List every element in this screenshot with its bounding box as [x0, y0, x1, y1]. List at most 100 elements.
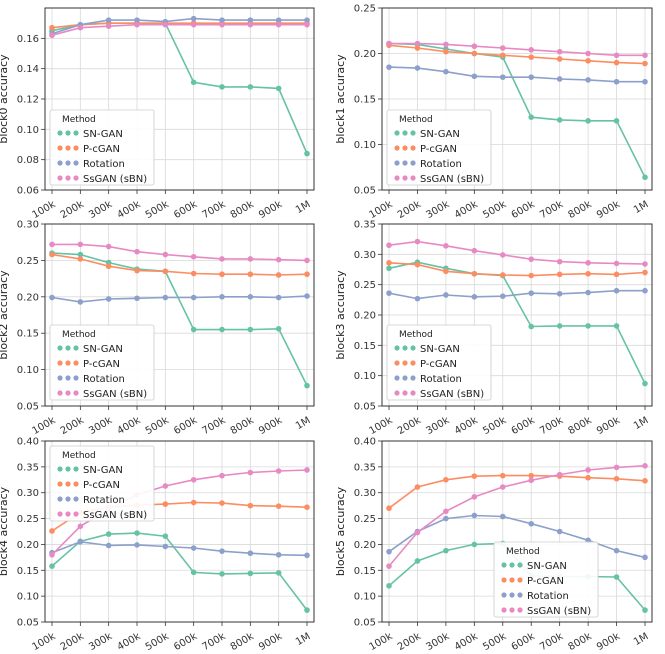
data-point — [613, 78, 620, 85]
data-point — [386, 260, 392, 266]
data-point — [642, 478, 648, 484]
data-point — [105, 542, 112, 549]
y-tick-label: 0.05 — [354, 402, 376, 413]
series-line-0 — [51, 532, 308, 611]
data-point — [134, 267, 140, 274]
data-point — [49, 241, 55, 248]
legend-item-label: P-cGAN — [83, 144, 120, 155]
data-point — [219, 571, 225, 577]
data-point — [528, 47, 535, 53]
plot-frame — [44, 223, 315, 407]
legend: Method SN-GAN P-cGAN Rotation SsGAN (sBN) — [49, 324, 155, 401]
y-tick-label: 0.20 — [17, 292, 39, 303]
y-tick-label: 0.14 — [17, 64, 39, 75]
legend-item-label: SsGAN (sBN) — [83, 389, 147, 400]
y-tick-label: 0.25 — [354, 280, 376, 291]
x-tick-label: 400k — [115, 415, 142, 437]
data-point — [219, 294, 225, 300]
x-tick-label: 800k — [567, 631, 594, 653]
data-point — [304, 607, 310, 613]
legend-box — [49, 445, 155, 522]
legend-marker — [65, 375, 71, 381]
x-tick-label: 800k — [229, 415, 256, 437]
legend-marker — [57, 466, 63, 472]
x-tick-label: 800k — [567, 415, 594, 437]
chart-panel-5: 0.05 0.10 0.15 0.20 0.25 0.30 0.35 0.40 100k 200k… — [334, 437, 653, 653]
legend-marker — [57, 496, 63, 502]
data-point — [247, 469, 254, 476]
legend-marker — [402, 360, 408, 366]
data-point — [471, 247, 478, 254]
plot-frame — [381, 223, 653, 407]
y-tick-label: 0.05 — [17, 402, 39, 413]
x-tick-label: 100k — [367, 199, 394, 221]
x-tick-label: 600k — [172, 199, 199, 221]
data-point — [642, 52, 648, 59]
legend-marker — [517, 577, 523, 583]
data-point — [585, 57, 591, 64]
data-point — [134, 248, 140, 255]
x-tick-label: 100k — [30, 631, 57, 653]
data-point — [613, 323, 620, 329]
data-point — [105, 17, 112, 23]
data-point — [304, 17, 310, 23]
legend-marker — [65, 345, 71, 351]
legend-marker — [57, 375, 63, 381]
legend-marker — [65, 360, 71, 366]
legend-marker — [517, 607, 523, 613]
plot-frame — [381, 440, 653, 623]
legend-marker — [509, 577, 515, 583]
legend-title: Method — [62, 115, 96, 125]
data-point — [556, 323, 563, 329]
data-point — [528, 477, 535, 484]
data-point — [499, 513, 506, 520]
data-point — [105, 263, 112, 270]
data-point — [414, 295, 421, 302]
plot-frame — [381, 7, 653, 191]
data-point — [613, 287, 620, 294]
chart-panel-1: 0.05 0.10 0.15 0.20 0.25 100k 200k 300k 400k 500k… — [334, 4, 653, 221]
y-tick-label: 0.40 — [354, 437, 376, 448]
data-point — [556, 271, 563, 278]
series-line-3 — [389, 42, 645, 57]
legend-marker — [394, 175, 400, 181]
legend-marker — [57, 160, 63, 166]
y-tick-label: 0.05 — [17, 618, 39, 629]
legend-marker — [501, 577, 507, 583]
data-point — [219, 17, 225, 23]
legend-marker — [65, 175, 71, 181]
legend-marker — [73, 466, 79, 472]
data-point — [247, 502, 254, 509]
data-point — [386, 40, 392, 47]
data-point — [134, 542, 140, 548]
data-point — [275, 85, 282, 92]
data-point — [443, 243, 449, 249]
data-point — [105, 296, 112, 302]
x-tick-label: 900k — [257, 415, 284, 437]
data-point — [77, 256, 84, 262]
data-point — [247, 17, 254, 23]
data-point — [642, 174, 648, 181]
data-point — [528, 472, 535, 479]
data-point — [471, 43, 478, 50]
data-point — [304, 271, 310, 278]
legend-item-label: SsGAN (sBN) — [83, 510, 147, 521]
y-tick-label: 0.20 — [354, 540, 376, 551]
data-point — [642, 269, 648, 276]
x-tick-label: 1M — [294, 199, 312, 216]
x-tick-label: 900k — [595, 631, 622, 653]
series-line-1 — [388, 474, 646, 509]
data-point — [499, 74, 506, 80]
series-line-2 — [51, 17, 307, 35]
data-point — [49, 251, 55, 258]
legend-marker — [57, 511, 63, 517]
data-point — [528, 256, 535, 262]
legend-marker — [65, 466, 71, 472]
legend-marker — [57, 175, 63, 181]
y-tick-label: 0.10 — [17, 592, 39, 603]
series-line-1 — [51, 22, 307, 29]
data-point — [77, 24, 84, 31]
data-point — [471, 473, 478, 479]
data-point — [386, 563, 392, 569]
legend-marker — [57, 345, 63, 351]
